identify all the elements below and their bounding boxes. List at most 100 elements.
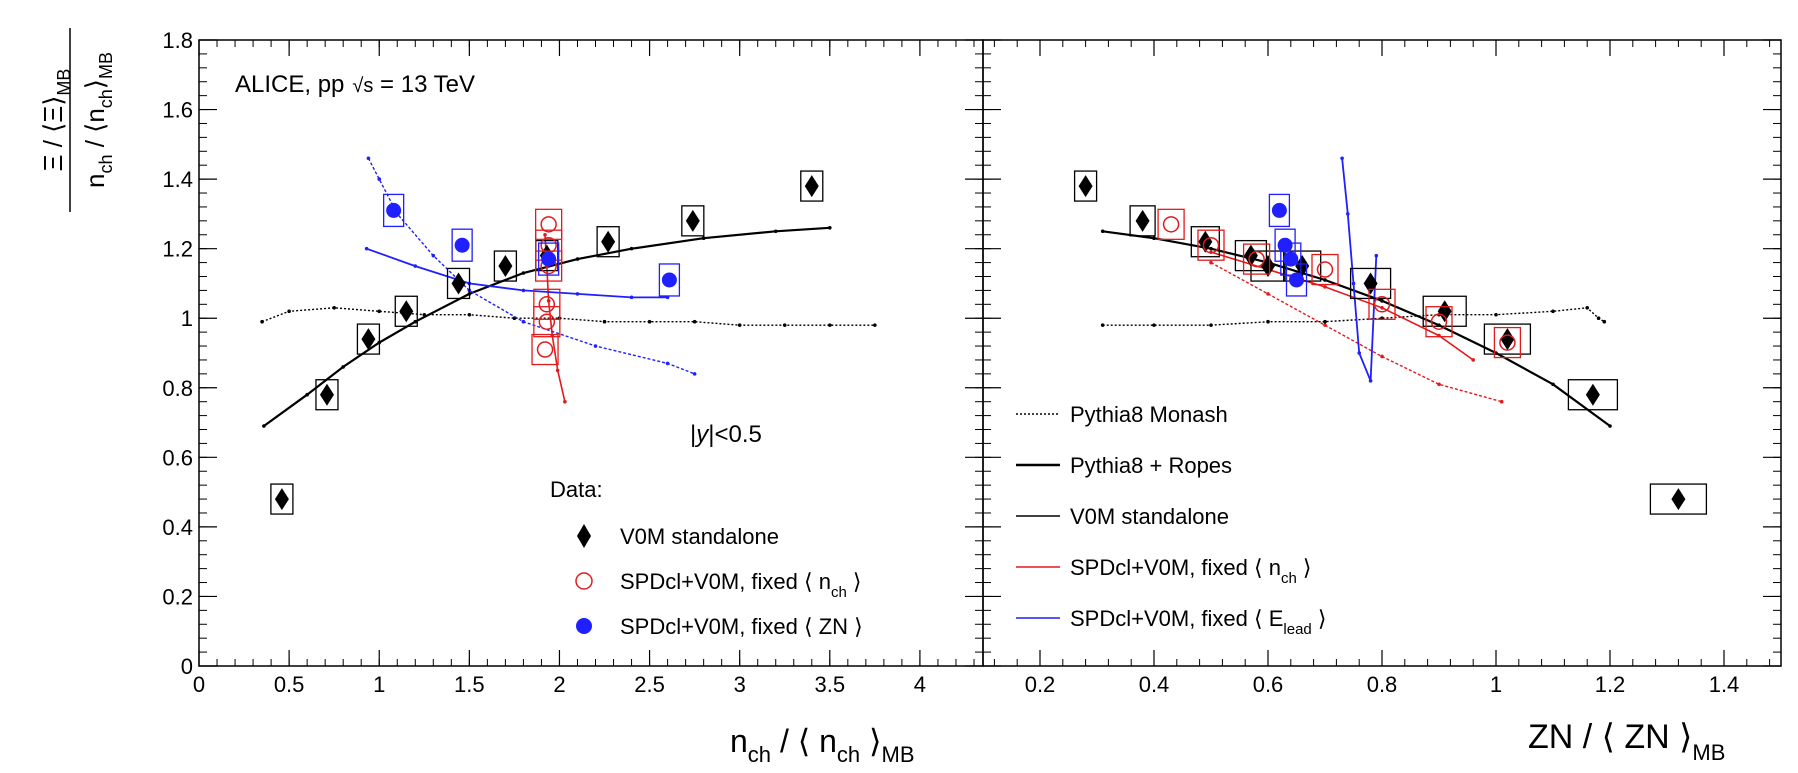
syst-box <box>658 263 681 297</box>
model-point <box>467 312 472 317</box>
syst-box <box>1483 323 1532 355</box>
experiment-label: ALICE, pp √s = 13 TeV <box>235 71 475 98</box>
syst-box <box>270 483 294 515</box>
model-point <box>828 323 832 327</box>
syst-box <box>394 295 418 327</box>
model-point <box>1323 285 1327 289</box>
syst-box <box>1368 288 1396 320</box>
data-point-open-circle <box>538 313 556 330</box>
model-point <box>692 319 697 324</box>
syst-box <box>533 306 561 338</box>
energy-rest: = 13 TeV <box>373 71 475 98</box>
model-point <box>1209 260 1213 265</box>
model-point <box>629 246 634 251</box>
data-point-open-circle <box>536 341 554 358</box>
ylabel-num-sub: MB <box>54 69 74 96</box>
data-point-diamond <box>1078 175 1093 198</box>
model-point <box>1380 299 1384 303</box>
x-tick-label: 3.5 <box>815 672 846 697</box>
x-tick-label: 1 <box>1490 672 1502 697</box>
y-tick-label: 1.8 <box>162 28 193 53</box>
syst-box <box>1129 205 1156 237</box>
syst-box <box>382 193 405 228</box>
model-point <box>1551 382 1555 387</box>
model-point <box>1596 316 1601 321</box>
model-point <box>546 299 551 303</box>
model-point <box>431 253 436 258</box>
syst-box <box>1250 250 1286 282</box>
model-point <box>1152 236 1156 241</box>
x-tick-label: 0.8 <box>1367 672 1398 697</box>
data-point-diamond <box>685 209 700 232</box>
legend-data-label: SPDcl+V0M, fixed ⟨ nch ⟩ <box>620 569 862 601</box>
ylabel-den-sub1: ch <box>96 154 116 173</box>
x-tick-label: 0.4 <box>1139 672 1170 697</box>
data-point-diamond <box>1135 209 1150 232</box>
data-point-filled-circle <box>541 251 557 267</box>
model-point <box>555 368 560 373</box>
data-point-diamond <box>1437 300 1452 323</box>
syst-box <box>315 379 339 411</box>
model-point <box>413 264 418 268</box>
x-tick-label: 3 <box>734 672 746 697</box>
syst-box <box>531 333 559 366</box>
model-point <box>332 305 336 310</box>
data-legend-title: Data: <box>550 477 603 502</box>
model-point <box>1340 156 1344 161</box>
model-point <box>1368 379 1373 383</box>
model-point <box>1380 305 1384 310</box>
syst-box <box>1349 267 1392 300</box>
ylabel-den-sub3: MB <box>96 52 116 79</box>
x-tick-label: 1 <box>373 672 385 697</box>
data-point-filled-circle <box>1271 202 1287 218</box>
svg-text:nch / ⟨nch⟩MB: nch / ⟨nch⟩MB <box>80 52 116 188</box>
data-point-open-circle <box>1162 216 1180 233</box>
model-point <box>692 372 697 376</box>
model-point <box>543 232 547 237</box>
legend-model-label: V0M standalone <box>1070 504 1229 529</box>
model-point <box>1608 424 1612 428</box>
data-point-diamond <box>1585 383 1600 406</box>
ylabel-den-mid: / ⟨n <box>80 108 110 154</box>
y-tick-label: 1.2 <box>162 237 193 262</box>
y-tick-label: 1 <box>181 306 193 331</box>
model-point <box>782 323 787 327</box>
data-point-filled-circle <box>661 272 677 288</box>
y-tick-label: 0 <box>181 654 193 679</box>
data-point-diamond <box>1261 255 1275 278</box>
model-point <box>873 323 877 327</box>
model-point <box>629 295 634 300</box>
model-point <box>341 365 345 369</box>
model-point <box>1437 382 1441 387</box>
model-point <box>1494 312 1498 317</box>
syst-box <box>681 205 705 237</box>
model-point <box>1209 323 1213 327</box>
ylabel-num-sep: / ⟨ <box>38 123 68 155</box>
data-point-diamond <box>319 383 334 406</box>
model-point <box>1351 281 1356 286</box>
data-point-open-circle <box>1248 250 1265 268</box>
model-point <box>260 319 264 324</box>
data-point-diamond <box>1671 488 1686 511</box>
x-tick-label: 0.2 <box>1025 672 1056 697</box>
y-tick-label: 1.6 <box>162 98 193 123</box>
model-point <box>737 323 742 327</box>
model-point <box>377 309 382 314</box>
syst-box <box>533 288 561 320</box>
syst-box <box>356 323 381 355</box>
model-point <box>701 236 706 241</box>
model-point <box>1499 399 1504 404</box>
model-point <box>1323 319 1327 324</box>
model-point <box>593 344 598 348</box>
model-point <box>1266 292 1270 296</box>
data-point-open-circle <box>1373 296 1391 313</box>
syst-box <box>1567 379 1619 411</box>
model-point <box>1152 323 1156 327</box>
model-curve <box>263 226 830 427</box>
model-curve <box>1210 251 1474 361</box>
data-point-open-circle <box>538 296 556 313</box>
model-curve <box>1102 307 1605 326</box>
x-tick-label: 2.5 <box>634 672 665 697</box>
model-point <box>1100 323 1105 327</box>
legend-marker-open-circle <box>575 572 593 590</box>
